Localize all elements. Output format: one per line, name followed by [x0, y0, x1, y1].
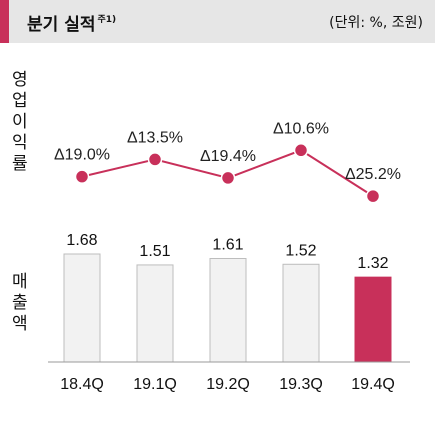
x-tick-label: 19.2Q [206, 376, 250, 393]
sales-char: 액 [12, 314, 28, 334]
x-tick-label: 18.4Q [60, 376, 104, 393]
bar-19.1Q [136, 264, 174, 363]
bar-19.2Q [209, 258, 247, 363]
margin-point [147, 152, 163, 167]
sales-char: 출 [12, 293, 28, 313]
margin-rate-label: Δ10.6% [273, 120, 329, 137]
chart-title: 분기 실적 주1) [27, 10, 116, 35]
labels-layer: 1.68 18.4Q 1.51 19.1Q 1.61 19.2Q 1.52 19.3Q 1.32… [60, 232, 395, 393]
margin-char: 이 [12, 112, 28, 132]
bar-value-label: 1.68 [66, 232, 97, 249]
margin-point [293, 143, 309, 158]
bar-value-label: 1.32 [357, 255, 388, 272]
margin-char: 영 [12, 70, 28, 90]
bars-layer [63, 253, 392, 363]
header-accent-bar [0, 0, 9, 43]
title-text: 분기 실적 [27, 15, 96, 35]
bar-19.3Q [282, 263, 320, 363]
margin-char: 업 [12, 91, 28, 111]
margin-char: 익 [12, 133, 28, 153]
margin-rate-label: Δ13.5% [127, 129, 183, 146]
x-tick-label: 19.1Q [133, 376, 177, 393]
x-tick-label: 19.4Q [351, 376, 395, 393]
chart-header: 분기 실적 주1) (단위: %, 조원) [0, 0, 435, 43]
bar-value-label: 1.61 [212, 237, 243, 254]
title-footnote: 주1) [97, 15, 117, 25]
margin-point [220, 170, 236, 186]
margin-rate-label: Δ19.0% [54, 147, 110, 164]
margin-line-layer: Δ19.0% Δ13.5% Δ19.4% Δ10.6% Δ25.2% [54, 120, 401, 204]
margin-rate-label: Δ25.2% [345, 166, 401, 183]
bar-18.4Q [63, 253, 101, 363]
unit-label: (단위: %, 조원) [329, 15, 423, 31]
margin-char: 률 [12, 154, 28, 174]
sales-char: 매 [12, 272, 28, 292]
bar-19.4Q [354, 276, 392, 363]
margin-rate-label: Δ19.4% [200, 148, 256, 165]
bar-value-label: 1.52 [285, 242, 316, 259]
x-tick-label: 19.3Q [279, 376, 323, 393]
margin-point [74, 169, 90, 184]
margin-point [365, 188, 381, 204]
bar-value-label: 1.51 [139, 243, 170, 260]
